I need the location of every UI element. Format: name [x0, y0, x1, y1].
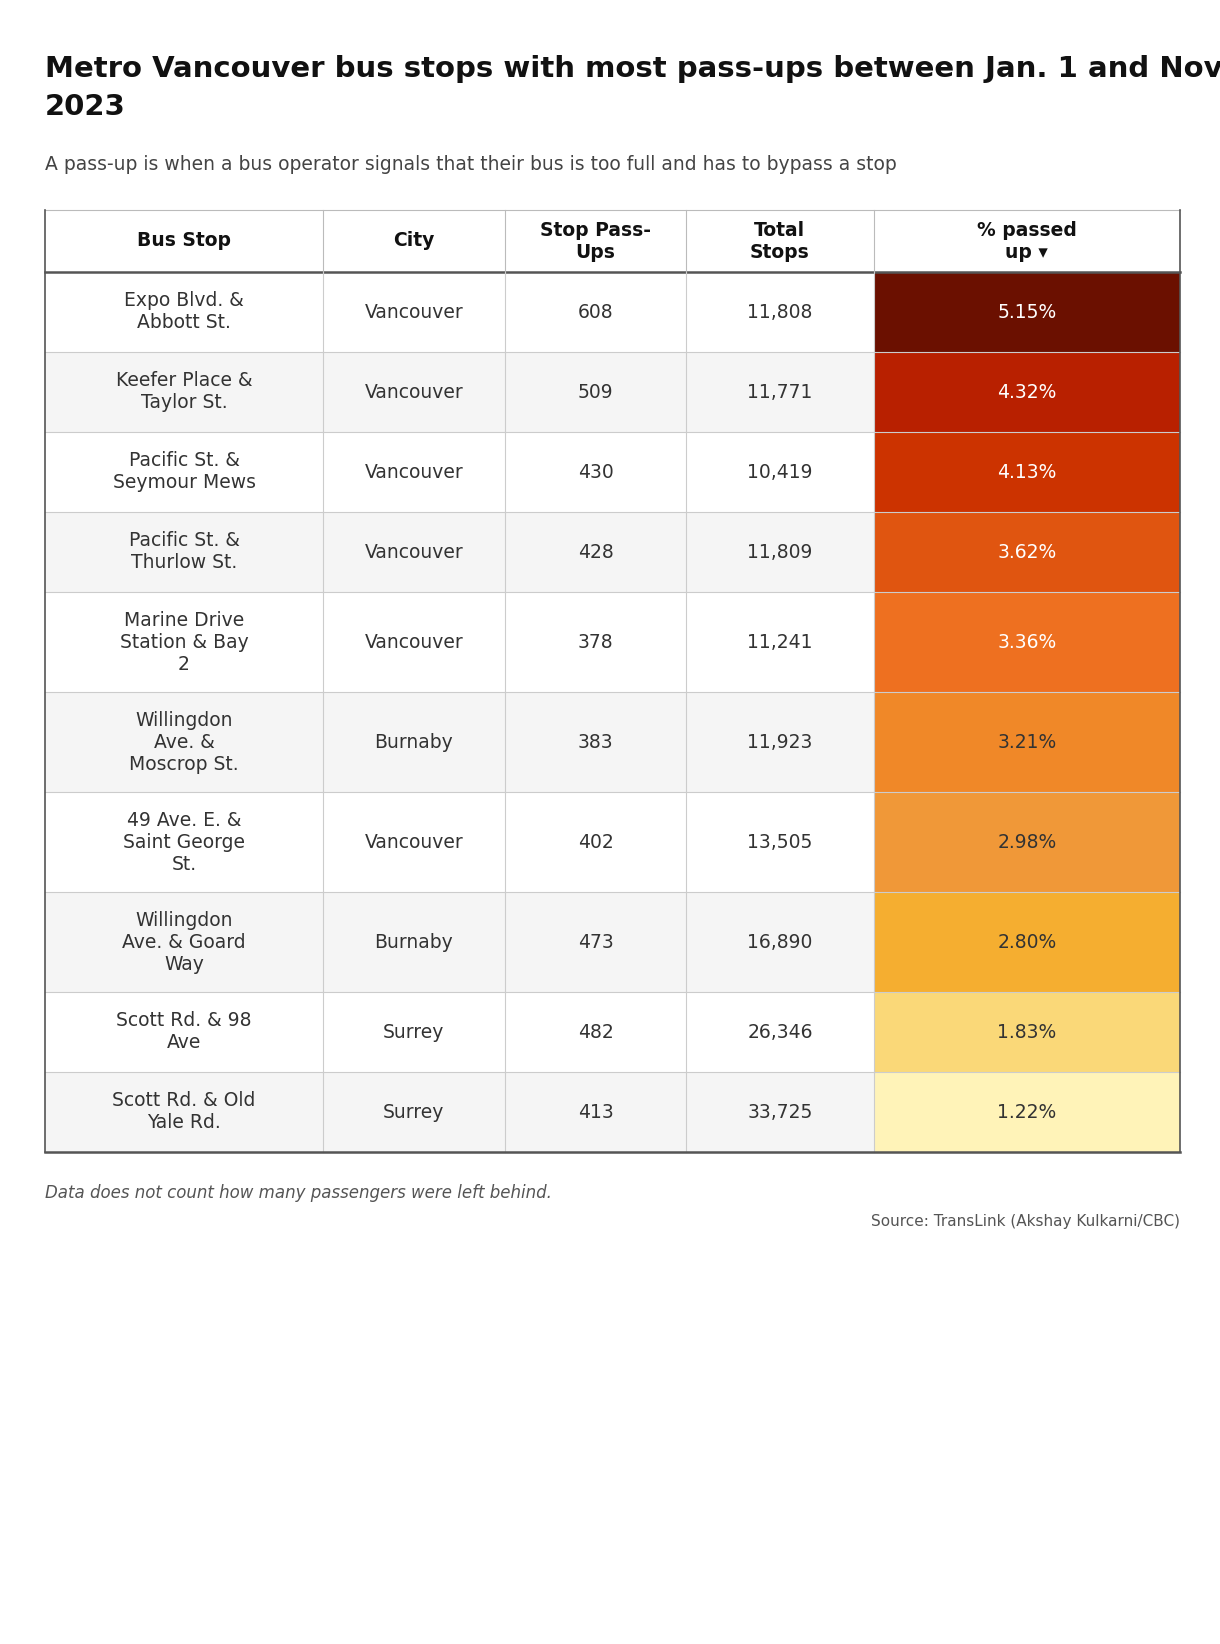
Text: City: City: [393, 232, 434, 250]
Text: Total
Stops: Total Stops: [750, 220, 810, 261]
Text: 509: 509: [577, 383, 614, 401]
Text: 49 Ave. E. &
Saint George
St.: 49 Ave. E. & Saint George St.: [123, 810, 245, 873]
Text: Scott Rd. & Old
Yale Rd.: Scott Rd. & Old Yale Rd.: [112, 1092, 256, 1133]
Text: 11,808: 11,808: [747, 302, 813, 322]
Text: Metro Vancouver bus stops with most pass-ups between Jan. 1 and Nov. 30,: Metro Vancouver bus stops with most pass…: [45, 54, 1220, 82]
Bar: [874, 1072, 1180, 1152]
Bar: [45, 432, 874, 511]
Text: 4.13%: 4.13%: [997, 462, 1057, 482]
Text: 11,923: 11,923: [747, 733, 813, 751]
Bar: [874, 792, 1180, 893]
Bar: [874, 511, 1180, 592]
Text: 16,890: 16,890: [747, 932, 813, 952]
Text: Bus Stop: Bus Stop: [137, 232, 231, 250]
Bar: [45, 792, 874, 893]
Text: 2.80%: 2.80%: [997, 932, 1057, 952]
Text: 5.15%: 5.15%: [997, 302, 1057, 322]
Text: Scott Rd. & 98
Ave: Scott Rd. & 98 Ave: [116, 1011, 251, 1052]
Text: Vancouver: Vancouver: [365, 383, 464, 401]
Text: Keefer Place &
Taylor St.: Keefer Place & Taylor St.: [116, 372, 253, 413]
Text: 33,725: 33,725: [747, 1103, 813, 1121]
Text: 11,771: 11,771: [747, 383, 813, 401]
Text: 383: 383: [577, 733, 614, 751]
Bar: [45, 893, 874, 991]
Text: 430: 430: [577, 462, 614, 482]
Bar: [874, 692, 1180, 792]
Text: 3.21%: 3.21%: [997, 733, 1057, 751]
Bar: [45, 692, 874, 792]
Text: 2.98%: 2.98%: [997, 832, 1057, 852]
Text: 413: 413: [577, 1103, 614, 1121]
Bar: [45, 1072, 874, 1152]
Text: 378: 378: [577, 633, 614, 651]
Text: Burnaby: Burnaby: [375, 932, 454, 952]
Text: Stop Pass-
Ups: Stop Pass- Ups: [540, 220, 651, 261]
Text: 1.83%: 1.83%: [997, 1023, 1057, 1042]
Text: 3.36%: 3.36%: [997, 633, 1057, 651]
Bar: [874, 592, 1180, 692]
Bar: [45, 511, 874, 592]
Bar: [45, 991, 874, 1072]
Text: Burnaby: Burnaby: [375, 733, 454, 751]
Text: Willingdon
Ave. & Goard
Way: Willingdon Ave. & Goard Way: [122, 911, 246, 973]
Bar: [45, 271, 874, 352]
Text: Vancouver: Vancouver: [365, 302, 464, 322]
Bar: [45, 592, 874, 692]
Text: Vancouver: Vancouver: [365, 832, 464, 852]
Text: 11,241: 11,241: [747, 633, 813, 651]
Bar: [874, 432, 1180, 511]
Bar: [45, 352, 874, 432]
Text: Pacific St. &
Seymour Mews: Pacific St. & Seymour Mews: [112, 452, 255, 493]
Text: Pacific St. &
Thurlow St.: Pacific St. & Thurlow St.: [128, 531, 239, 572]
Bar: [874, 991, 1180, 1072]
Text: 402: 402: [577, 832, 614, 852]
Text: Willingdon
Ave. &
Moscrop St.: Willingdon Ave. & Moscrop St.: [129, 710, 239, 773]
Text: 10,419: 10,419: [747, 462, 813, 482]
Text: Surrey: Surrey: [383, 1023, 444, 1042]
Bar: [874, 271, 1180, 352]
Text: Data does not count how many passengers were left behind.: Data does not count how many passengers …: [45, 1184, 551, 1202]
Text: Marine Drive
Station & Bay
2: Marine Drive Station & Bay 2: [120, 610, 249, 674]
Text: Vancouver: Vancouver: [365, 633, 464, 651]
Text: 1.22%: 1.22%: [997, 1103, 1057, 1121]
Text: 26,346: 26,346: [747, 1023, 813, 1042]
Text: 2023: 2023: [45, 94, 126, 122]
Text: 482: 482: [577, 1023, 614, 1042]
Text: 3.62%: 3.62%: [997, 543, 1057, 562]
Text: Vancouver: Vancouver: [365, 543, 464, 562]
Text: % passed
up ▾: % passed up ▾: [977, 220, 1077, 261]
Text: Source: TransLink (Akshay Kulkarni/CBC): Source: TransLink (Akshay Kulkarni/CBC): [871, 1213, 1180, 1230]
Text: 473: 473: [577, 932, 614, 952]
Text: 4.32%: 4.32%: [997, 383, 1057, 401]
Text: 608: 608: [577, 302, 614, 322]
Text: Vancouver: Vancouver: [365, 462, 464, 482]
Text: 428: 428: [577, 543, 614, 562]
Text: 13,505: 13,505: [747, 832, 813, 852]
Bar: [874, 352, 1180, 432]
Text: Expo Blvd. &
Abbott St.: Expo Blvd. & Abbott St.: [124, 291, 244, 332]
Text: A pass-up is when a bus operator signals that their bus is too full and has to b: A pass-up is when a bus operator signals…: [45, 155, 897, 174]
Text: 11,809: 11,809: [747, 543, 813, 562]
Text: Surrey: Surrey: [383, 1103, 444, 1121]
Bar: [874, 893, 1180, 991]
